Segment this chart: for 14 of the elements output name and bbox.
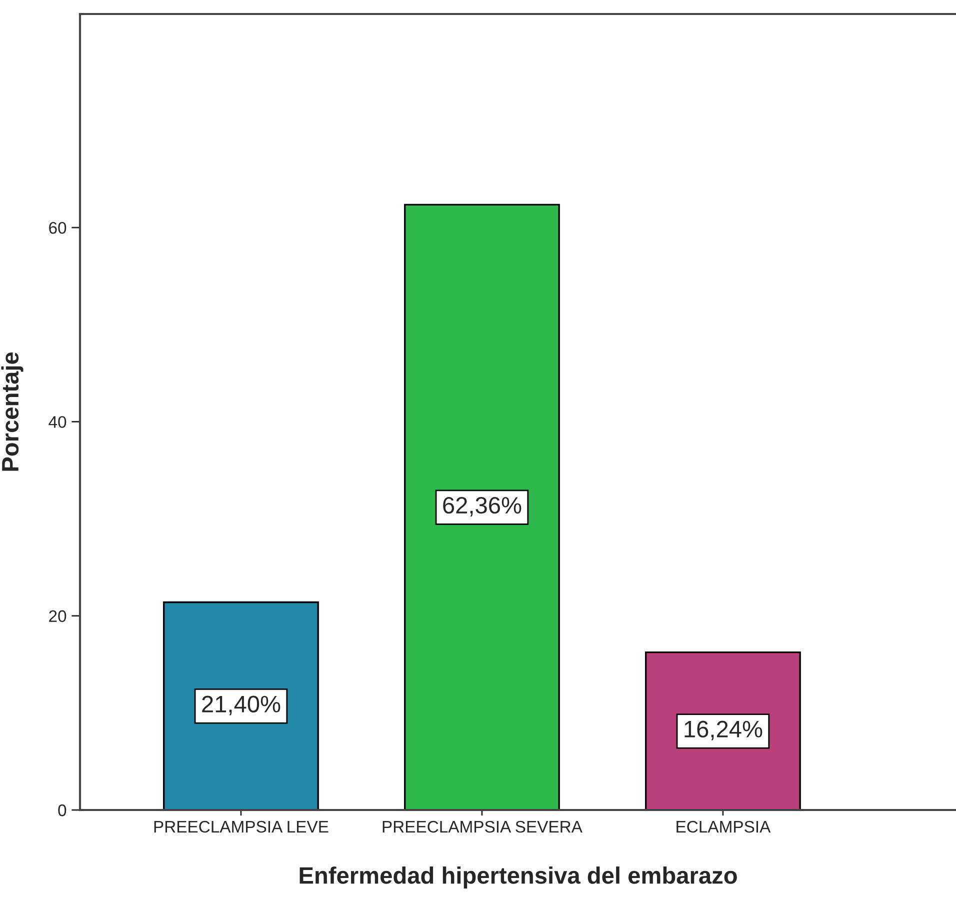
y-axis-title: Porcentaje	[1, 352, 24, 471]
x-axis-title: Enfermedad hipertensiva del embarazo	[300, 866, 737, 889]
x-tick-label: PREECLAMPSIA SEVERA	[382, 820, 582, 833]
x-tick-label: ECLAMPSIA	[676, 820, 771, 833]
bar	[404, 204, 560, 810]
y-tick-label: 60	[49, 222, 66, 234]
bar	[163, 601, 319, 810]
data-label: 16,24%	[684, 720, 762, 740]
y-tick-label: 40	[48, 416, 66, 428]
y-tick-label: 0	[58, 804, 66, 816]
y-tick-label: 20	[49, 610, 66, 622]
data-label: 21,40%	[202, 696, 280, 716]
data-label: 62,36%	[443, 496, 522, 516]
x-tick-label: PREECLAMPSIA LEVE	[154, 820, 328, 833]
